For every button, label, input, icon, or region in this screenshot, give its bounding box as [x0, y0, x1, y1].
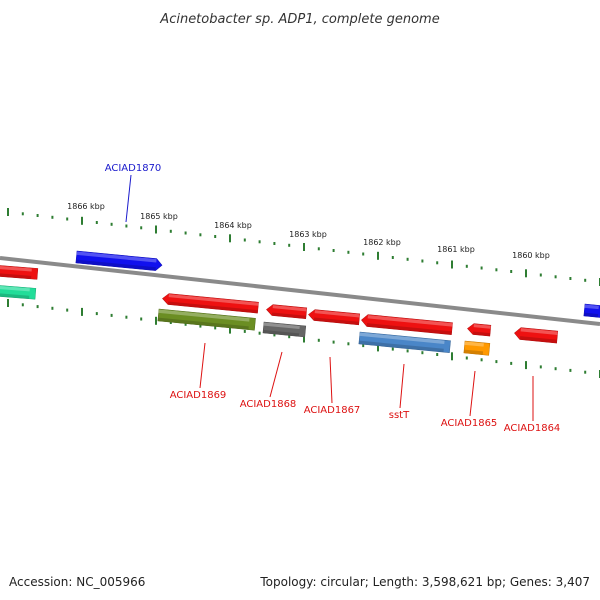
topology-text: Topology: circular; Length: 3,598,621 bp…: [259, 575, 590, 589]
gene-label-leader: [329, 356, 333, 404]
gene-label[interactable]: sstT: [389, 410, 410, 421]
cds-aciad1869[interactable]: [157, 308, 256, 331]
gene-label-leader: [199, 342, 206, 389]
scale-label: 1865 kbp: [140, 212, 178, 221]
genome-backbone: [0, 256, 600, 326]
gene-aciad1867[interactable]: [308, 309, 361, 326]
upper-scale-ticks: [7, 208, 600, 286]
gene-aciad1868[interactable]: [266, 304, 308, 320]
scale-label: 1863 kbp: [289, 230, 327, 239]
gene-label-leader: [269, 351, 283, 398]
cds-aciad1865[interactable]: [463, 340, 491, 356]
gene-aciad1870[interactable]: [75, 250, 163, 271]
map-title: Acinetobacter sp. ADP1, complete genome: [159, 12, 439, 27]
scale-labels: 1866 kbp 1865 kbp 1864 kbp 1863 kbp 1862 kbp…: [67, 202, 550, 260]
gene-ssst[interactable]: [361, 314, 453, 335]
gene-edge-left-teal[interactable]: [0, 284, 37, 300]
gene-label[interactable]: ACIAD1869: [170, 390, 227, 401]
gene-label-leader: [125, 174, 132, 223]
gene-edge-left-red[interactable]: [0, 264, 39, 280]
gene-label[interactable]: ACIAD1870: [105, 163, 162, 174]
scale-label: 1860 kbp: [512, 251, 550, 260]
gene-aciad1865[interactable]: [467, 323, 492, 337]
gene-aciad1869[interactable]: [162, 293, 259, 314]
gene-label-leader: [469, 370, 476, 417]
scale-label: 1861 kbp: [437, 245, 475, 254]
gene-labels: ACIAD1870 ACIAD1869 ACIAD1868 ACIAD1867 sstT…: [105, 163, 561, 434]
gene-label-leader: [399, 363, 405, 409]
gene-label[interactable]: ACIAD1867: [304, 405, 361, 416]
scale-label: 1864 kbp: [214, 221, 252, 230]
gene-edge-right-blue[interactable]: [583, 303, 600, 319]
gene-aciad1864[interactable]: [514, 327, 559, 344]
accession-text: Accession: NC_005966: [9, 575, 145, 589]
cds-ssst[interactable]: [358, 331, 451, 353]
gene-label[interactable]: ACIAD1865: [441, 418, 498, 429]
scale-label: 1866 kbp: [67, 202, 105, 211]
cds-aciad1868[interactable]: [262, 321, 307, 338]
gene-label[interactable]: ACIAD1868: [240, 399, 297, 410]
scale-label: 1862 kbp: [363, 238, 401, 247]
gene-label[interactable]: ACIAD1864: [504, 423, 561, 434]
